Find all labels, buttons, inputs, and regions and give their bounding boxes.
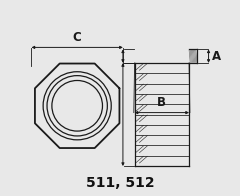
Text: B: B bbox=[157, 96, 166, 109]
Text: C: C bbox=[73, 31, 82, 44]
Text: A: A bbox=[212, 50, 221, 63]
Text: 511, 512: 511, 512 bbox=[86, 176, 154, 191]
